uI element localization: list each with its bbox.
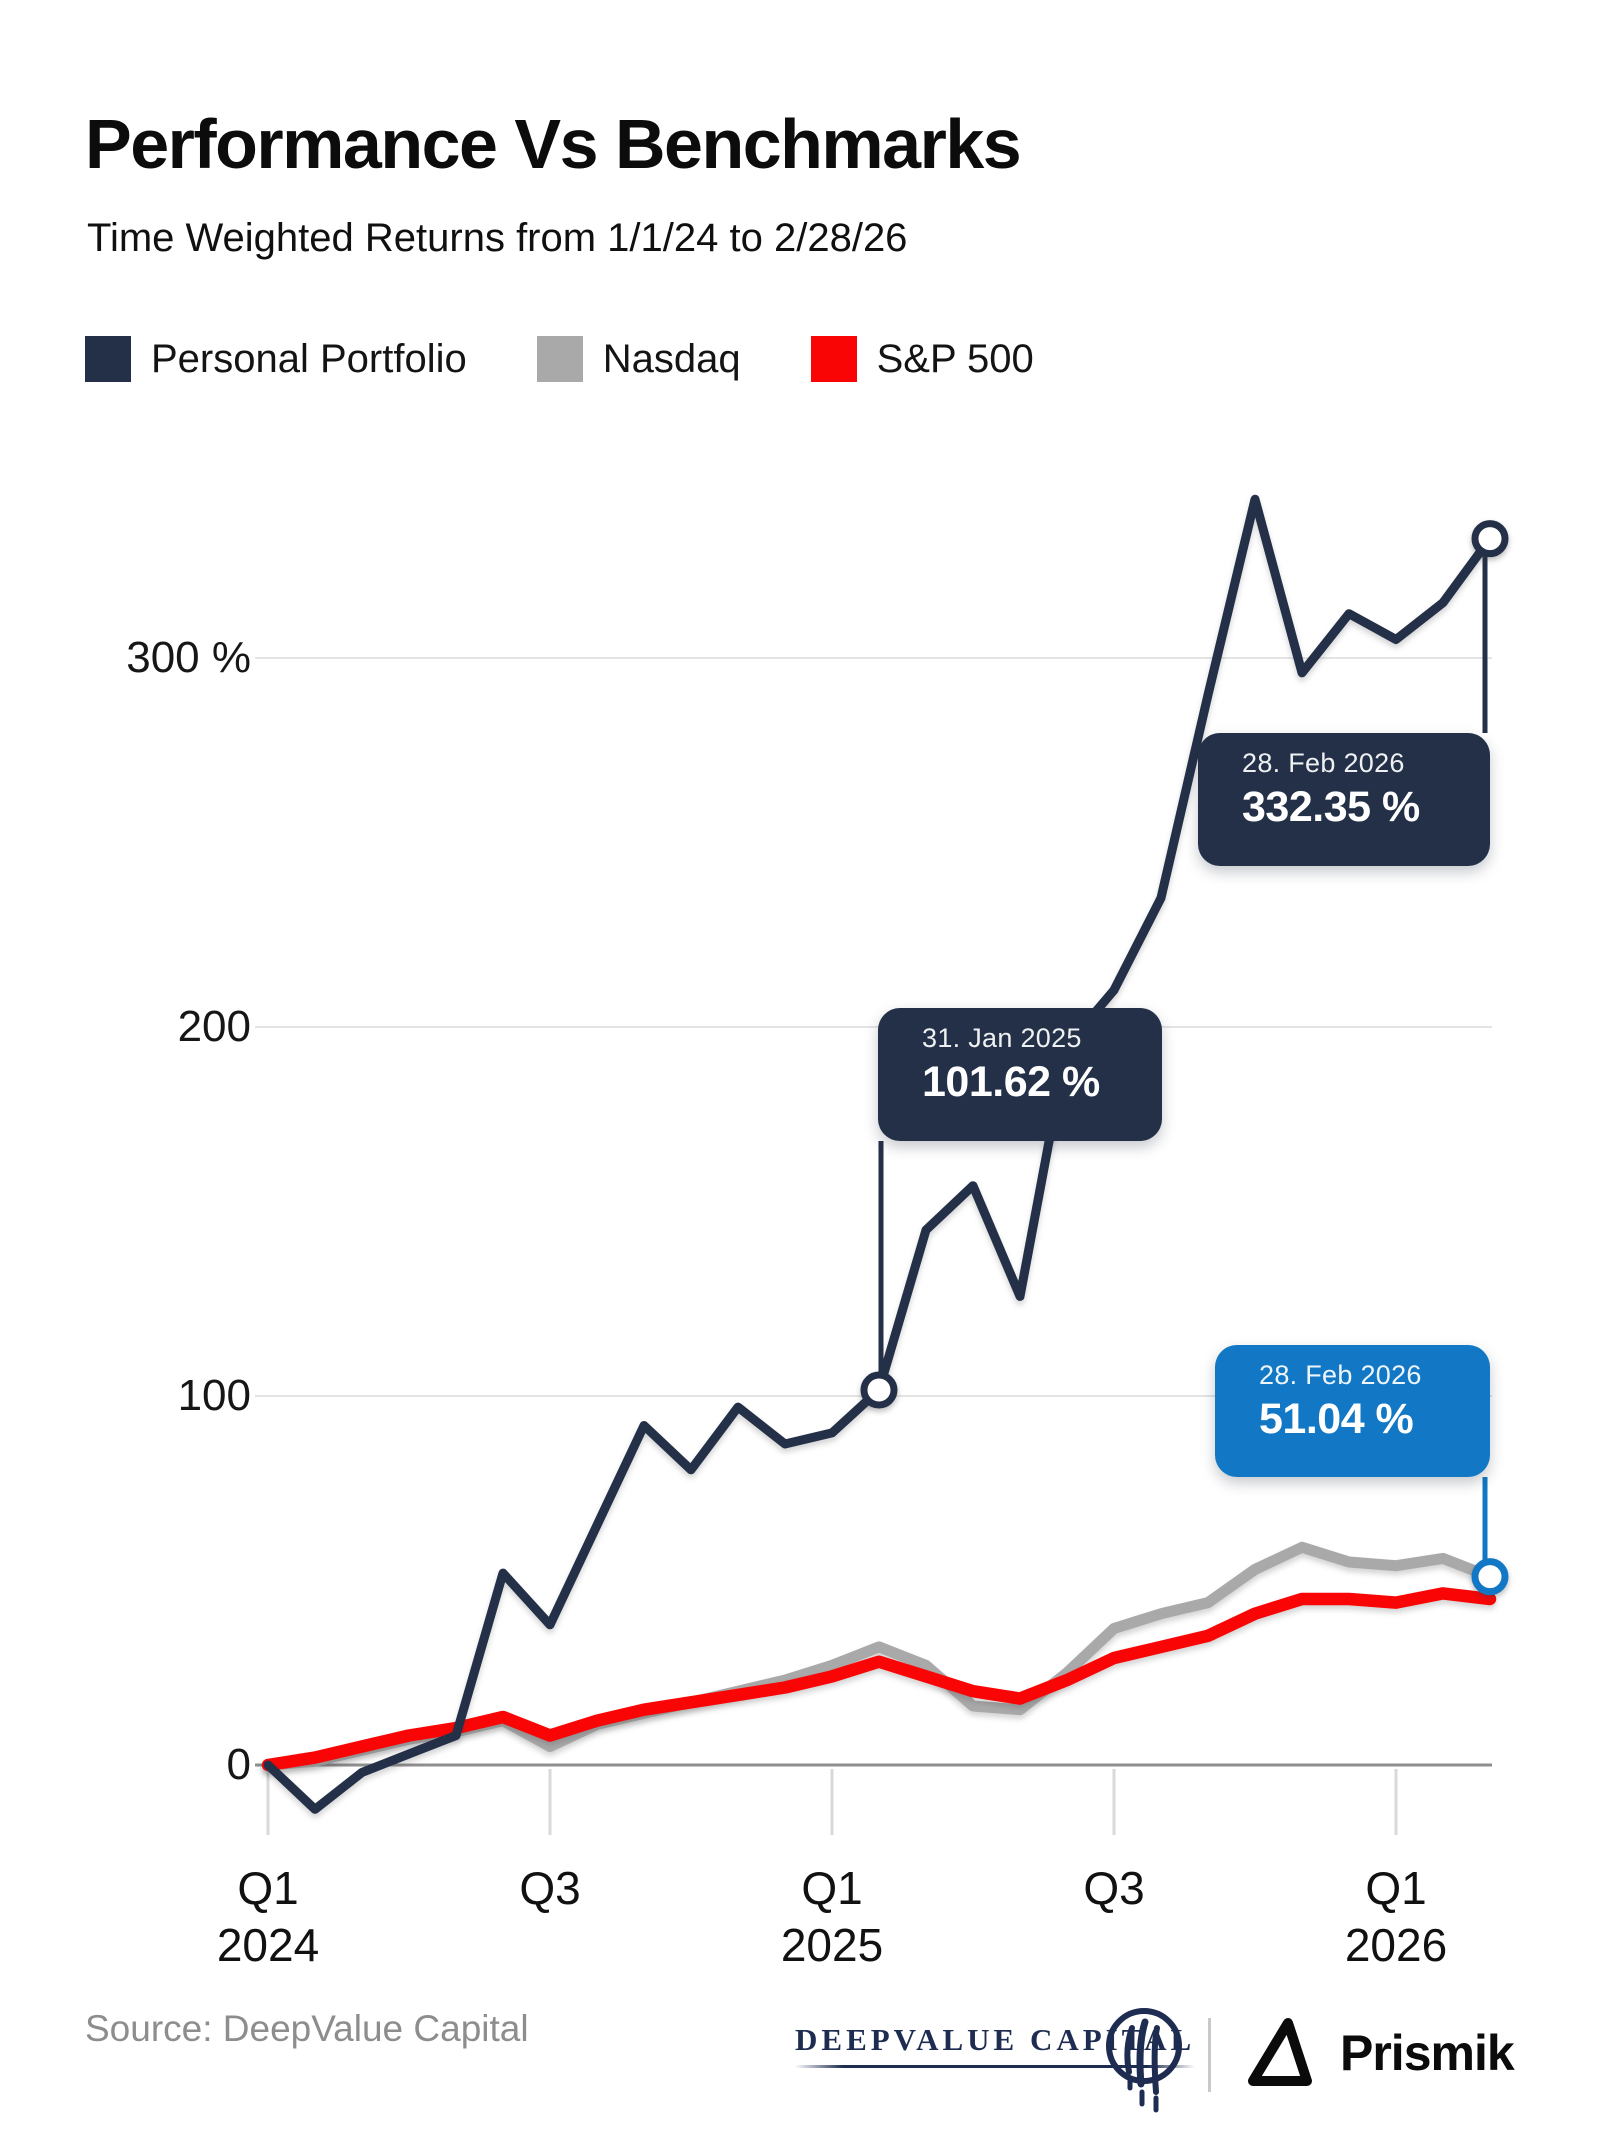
source-caption: Source: DeepValue Capital	[85, 2008, 529, 2049]
prismik-triangle-icon	[1248, 2018, 1312, 2086]
tooltip-value: 101.62 %	[922, 1058, 1100, 1106]
legend-label: Nasdaq	[602, 336, 741, 381]
legend-item-personal-portfolio[interactable]: Personal Portfolio	[85, 336, 467, 382]
prismik-logo: Prismik	[1244, 2016, 1515, 2090]
tooltip-portfolio-feb-2026[interactable]: 28. Feb 2026 332.35 %	[1198, 733, 1490, 866]
sp500-swatch-icon	[810, 336, 857, 382]
x-axis-label-q3-2024: Q3	[519, 1862, 581, 1914]
legend-label: S&P 500	[876, 336, 1034, 381]
chart-legend: Personal Portfolio Nasdaq S&P 500	[85, 336, 1034, 382]
y-axis-label-0: 0	[226, 1740, 251, 1789]
logo-underline	[795, 2065, 1196, 2068]
tooltip-date: 31. Jan 2025	[922, 1023, 1082, 1053]
page-subtitle: Time Weighted Returns from 1/1/24 to 2/2…	[87, 216, 908, 260]
y-axis-label-300: 300 %	[126, 633, 251, 682]
tooltip-date: 28. Feb 2026	[1259, 1360, 1422, 1390]
nasdaq-swatch-icon	[536, 336, 583, 382]
deepvalue-emblem-icon	[1106, 2008, 1182, 2113]
tooltip-value: 332.35 %	[1242, 783, 1420, 831]
tooltip-date: 28. Feb 2026	[1242, 748, 1405, 778]
footer-divider	[1208, 2018, 1211, 2092]
legend-item-nasdaq[interactable]: Nasdaq	[536, 336, 741, 382]
x-axis-label-q1-2025: Q1 2025	[780, 1862, 884, 1971]
tooltip-nasdaq-feb-2026[interactable]: 28. Feb 2026 51.04 %	[1215, 1345, 1490, 1477]
legend-label: Personal Portfolio	[151, 336, 467, 381]
tooltip-value: 51.04 %	[1259, 1395, 1414, 1443]
x-axis-label-q3-2025: Q3	[1083, 1862, 1145, 1914]
portfolio-swatch-icon	[85, 336, 131, 382]
page-title: Performance Vs Benchmarks	[85, 105, 1022, 183]
x-axis-label-q1-2026: Q1 2026	[1344, 1862, 1448, 1971]
y-axis-label-100: 100	[177, 1371, 251, 1420]
x-axis-label-q1-2024: Q1 2024	[216, 1862, 320, 1971]
y-axis-label-200: 200	[177, 1002, 251, 1051]
tooltip-portfolio-jan-2025[interactable]: 31. Jan 2025 101.62 %	[878, 1008, 1162, 1141]
legend-item-sp500[interactable]: S&P 500	[810, 336, 1034, 382]
